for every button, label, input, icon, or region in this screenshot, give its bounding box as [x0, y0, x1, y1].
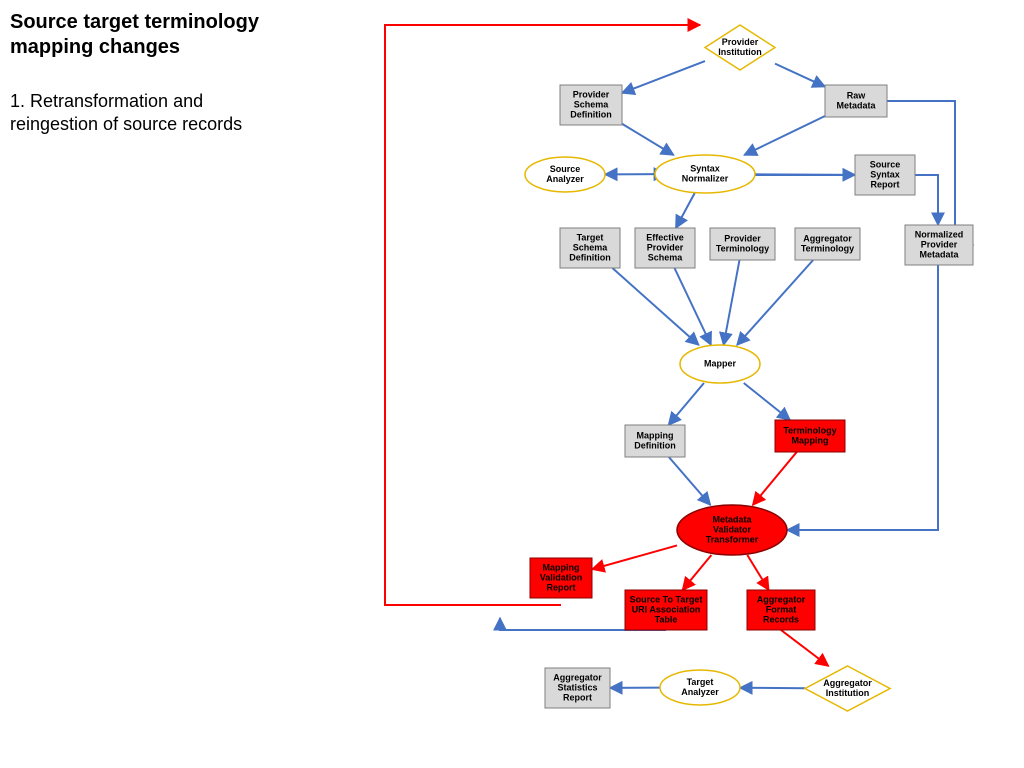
edge-mapper-mapDef: [669, 383, 704, 425]
edge-tgtSchemaDef-mapper: [612, 268, 698, 345]
node-label-srcTgtUri: Table: [655, 614, 678, 624]
node-label-normProvMeta: Provider: [921, 239, 958, 249]
edge-mapper-termMap: [744, 383, 790, 420]
node-label-aggTerm: Terminology: [801, 243, 854, 253]
edge-provInst-rawMeta: [775, 64, 825, 87]
node-label-syntaxNorm: Normalizer: [682, 173, 729, 183]
node-label-tgtAnalyzer: Analyzer: [681, 687, 719, 697]
node-label-normProvMeta: Metadata: [919, 249, 959, 259]
node-label-aggInst: Aggregator: [823, 678, 872, 688]
edge-termMap-mvt: [753, 452, 797, 505]
node-label-srcSyntaxRep: Syntax: [870, 169, 900, 179]
node-label-mvt: Validator: [713, 524, 752, 534]
node-label-mapDef: Mapping: [637, 430, 674, 440]
node-label-effProvSchema: Effective: [646, 232, 684, 242]
edge-mapDef-mvt: [669, 457, 711, 505]
node-label-aggStatRep: Report: [563, 692, 592, 702]
node-label-tgtSchemaDef: Schema: [573, 242, 609, 252]
node-label-aggTerm: Aggregator: [803, 233, 852, 243]
node-label-provSchemaDef: Schema: [574, 99, 610, 109]
node-label-aggStatRep: Statistics: [557, 682, 597, 692]
edge-mvt-srcTgtUri: [683, 555, 712, 590]
node-label-provTerm: Terminology: [716, 243, 769, 253]
edge-syntaxNorm-effProvSchema: [676, 193, 695, 228]
node-label-syntaxNorm: Syntax: [690, 163, 720, 173]
node-label-mapValRep: Report: [547, 582, 576, 592]
edge-mvt-aggFmtRec: [747, 555, 768, 590]
edge-provInst-provSchemaDef: [622, 61, 705, 93]
node-label-tgtAnalyzer: Target: [687, 677, 714, 687]
node-label-mapDef: Definition: [634, 440, 676, 450]
edge-rawMeta-syntaxNorm: [744, 116, 825, 155]
node-label-aggFmtRec: Aggregator: [757, 594, 806, 604]
flowchart-svg: ProviderInstitutionProviderSchemaDefinit…: [0, 0, 1024, 768]
edge-provTerm-mapper: [724, 260, 740, 345]
edge-mapValRep-provInst: [385, 25, 700, 605]
node-label-provTerm: Provider: [724, 233, 761, 243]
node-label-aggStatRep: Aggregator: [553, 672, 602, 682]
node-label-provSchemaDef: Definition: [570, 109, 612, 119]
edge-aggTerm-mapper: [737, 260, 813, 345]
edge-provSchemaDef-syntaxNorm: [622, 124, 674, 155]
node-label-tgtSchemaDef: Definition: [569, 252, 611, 262]
node-label-aggFmtRec: Format: [766, 604, 797, 614]
edge-normProvMeta-mvt: [787, 265, 938, 530]
edge-mvt-mapValRep: [592, 545, 677, 569]
node-label-termMap: Terminology: [783, 425, 836, 435]
node-label-srcAnalyzer: Source: [550, 164, 581, 174]
node-label-normProvMeta: Normalized: [915, 229, 964, 239]
node-label-provInst: Institution: [718, 47, 762, 57]
node-label-rawMeta: Raw: [847, 90, 867, 100]
node-label-srcAnalyzer: Analyzer: [546, 174, 584, 184]
node-label-mvt: Metadata: [712, 514, 752, 524]
node-label-effProvSchema: Provider: [647, 242, 684, 252]
node-label-aggFmtRec: Records: [763, 614, 799, 624]
node-label-tgtSchemaDef: Target: [577, 232, 604, 242]
node-label-srcTgtUri: URI Association: [632, 604, 701, 614]
edge-effProvSchema-mapper: [674, 268, 711, 345]
node-label-mvt: Transformer: [706, 534, 759, 544]
node-label-srcSyntaxRep: Source: [870, 159, 901, 169]
node-label-mapValRep: Validation: [540, 572, 583, 582]
node-label-termMap: Mapping: [792, 435, 829, 445]
node-label-mapper: Mapper: [704, 358, 737, 368]
node-label-provInst: Provider: [722, 37, 759, 47]
node-label-aggInst: Institution: [826, 688, 870, 698]
node-label-provSchemaDef: Provider: [573, 89, 610, 99]
node-label-srcSyntaxRep: Report: [871, 179, 900, 189]
node-label-rawMeta: Metadata: [836, 100, 876, 110]
edge-aggFmtRec-aggInst: [781, 630, 828, 666]
node-label-effProvSchema: Schema: [648, 252, 684, 262]
node-label-srcTgtUri: Source To Target: [630, 594, 703, 604]
node-label-mapValRep: Mapping: [543, 562, 580, 572]
